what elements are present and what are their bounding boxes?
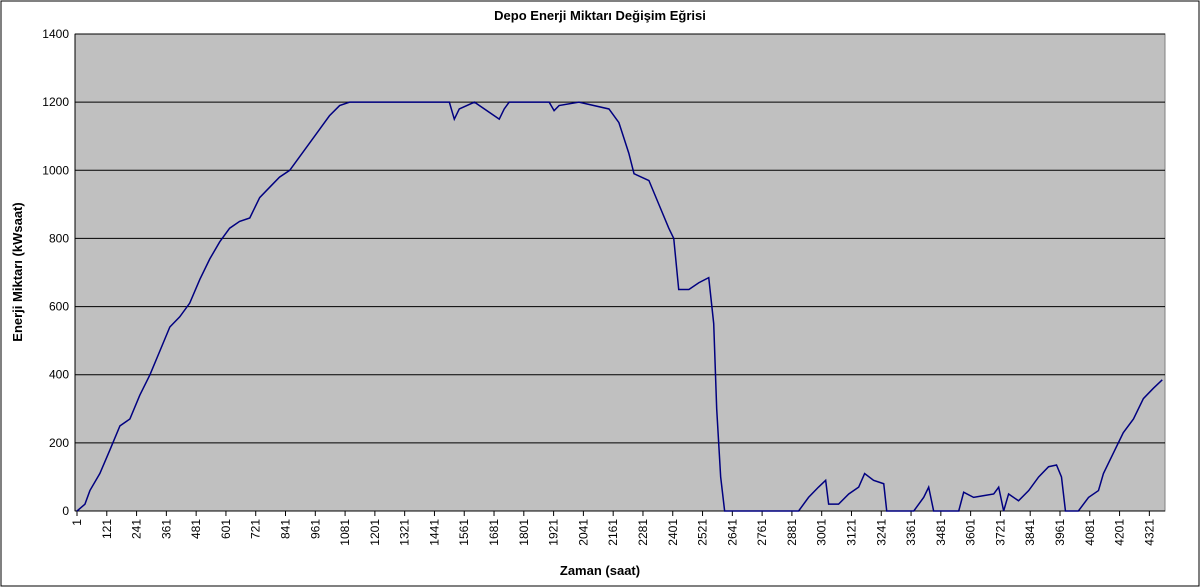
x-tick-label: 481 xyxy=(189,519,203,539)
x-tick-label: 2401 xyxy=(666,519,680,546)
y-tick-label: 200 xyxy=(49,436,69,450)
x-tick-label: 2641 xyxy=(725,519,739,546)
x-tick-label: 361 xyxy=(159,519,173,539)
x-tick-label: 1081 xyxy=(338,519,352,546)
x-tick-label: 1801 xyxy=(517,519,531,546)
x-tick-label: 2161 xyxy=(606,519,620,546)
x-tick-label: 1921 xyxy=(547,519,561,546)
x-tick-label: 3841 xyxy=(1023,519,1037,546)
x-tick-label: 3241 xyxy=(874,519,888,546)
x-tick-label: 1321 xyxy=(398,519,412,546)
x-tick-label: 1441 xyxy=(427,519,441,546)
x-tick-label: 3721 xyxy=(993,519,1007,546)
x-tick-label: 4201 xyxy=(1113,519,1127,546)
x-tick-label: 3121 xyxy=(844,519,858,546)
x-tick-label: 1 xyxy=(70,519,84,526)
x-tick-label: 721 xyxy=(249,519,263,539)
x-tick-label: 1561 xyxy=(457,519,471,546)
x-tick-label: 2521 xyxy=(696,519,710,546)
x-axis-label: Zaman (saat) xyxy=(560,563,640,578)
x-tick-label: 601 xyxy=(219,519,233,539)
x-tick-label: 4321 xyxy=(1142,519,1156,546)
x-tick-label: 3961 xyxy=(1053,519,1067,546)
y-tick-label: 1400 xyxy=(42,27,69,41)
x-tick-label: 3481 xyxy=(934,519,948,546)
x-tick-label: 961 xyxy=(308,519,322,539)
y-tick-label: 600 xyxy=(49,300,69,314)
data-line xyxy=(76,101,1163,512)
y-tick-label: 0 xyxy=(62,504,69,518)
x-tick-label: 2761 xyxy=(755,519,769,546)
x-tick-label: 2281 xyxy=(636,519,650,546)
y-tick-label: 400 xyxy=(49,368,69,382)
x-tick-label: 3361 xyxy=(904,519,918,546)
plot-area xyxy=(74,33,1166,512)
y-tick-label: 1200 xyxy=(42,95,69,109)
x-tick-label: 2041 xyxy=(576,519,590,546)
x-tick-label: 121 xyxy=(100,519,114,539)
chart-title: Depo Enerji Miktarı Değişim Eğrisi xyxy=(494,8,706,23)
x-tick-label: 3601 xyxy=(964,519,978,546)
x-tick-label: 241 xyxy=(130,519,144,539)
x-tick-label: 1681 xyxy=(487,519,501,546)
x-tick-label: 1201 xyxy=(368,519,382,546)
y-tick-label: 1000 xyxy=(42,163,69,177)
y-axis-label: Enerji Miktarı (kWsaat) xyxy=(10,202,25,341)
y-tick-label: 800 xyxy=(49,231,69,245)
x-tick-label: 2881 xyxy=(785,519,799,546)
x-tick-label: 3001 xyxy=(815,519,829,546)
x-tick-label: 4081 xyxy=(1083,519,1097,546)
x-tick-label: 841 xyxy=(279,519,293,539)
